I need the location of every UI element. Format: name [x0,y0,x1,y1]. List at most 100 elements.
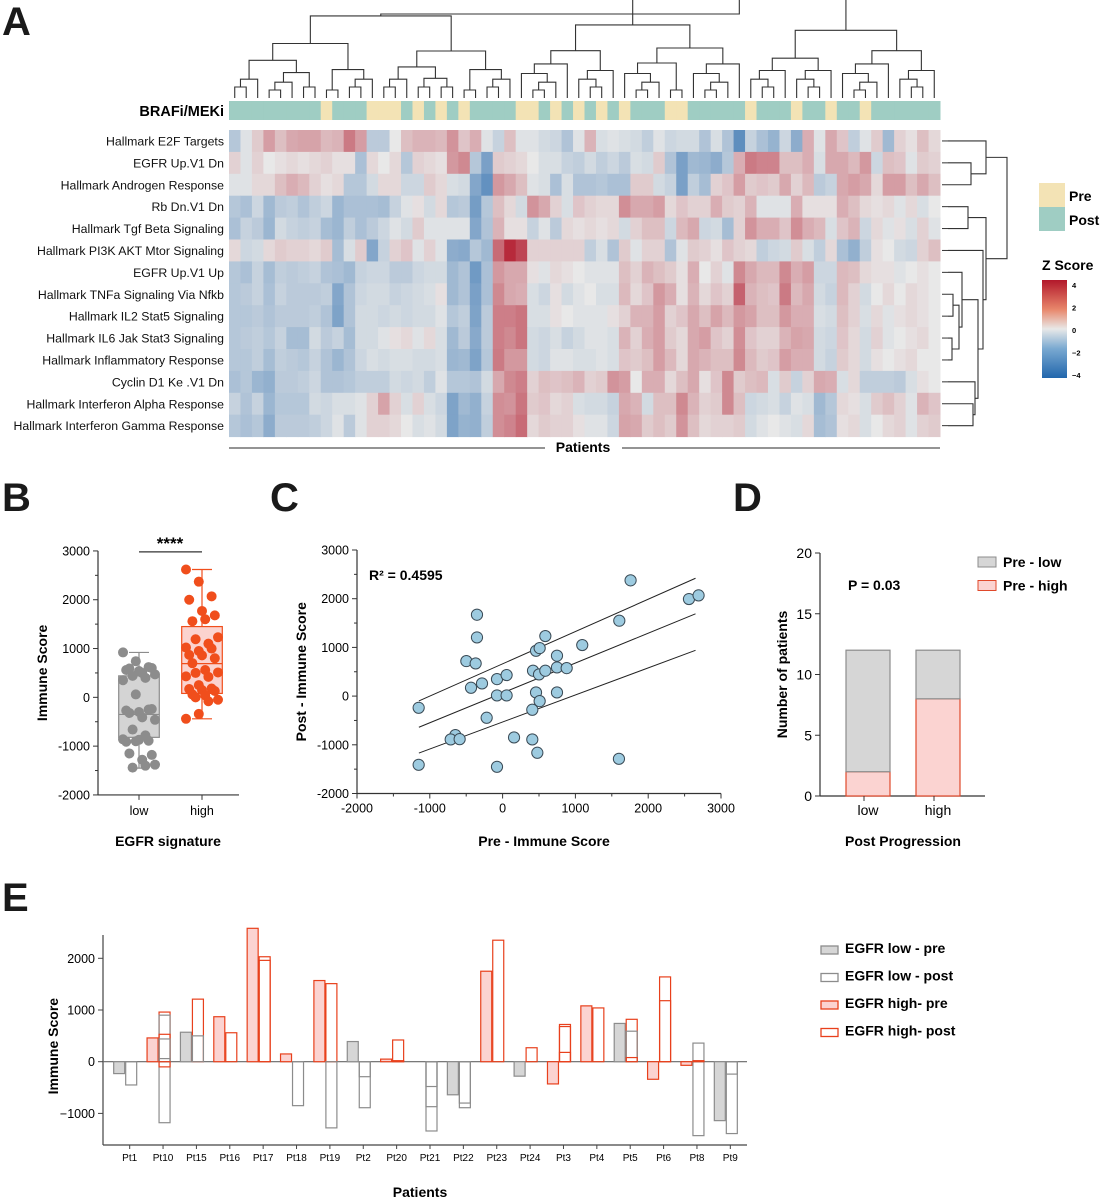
ci-upper-line [418,577,696,702]
dendrogram-branch [656,47,724,64]
heatmap-cell [274,239,287,262]
heatmap-cell [894,283,907,306]
heatmap-cell [481,305,494,328]
heatmap-cell [584,217,597,240]
heatmap-cell [779,130,792,153]
heatmap-cell [871,392,884,416]
heatmap-cell [722,173,735,197]
data-point [197,650,207,661]
heatmap-cell [664,195,677,219]
bar-pre-low [113,1061,126,1075]
heatmap-cell [389,349,402,372]
heatmap-cell [527,370,540,394]
heatmap-cell [504,392,517,416]
heatmap-cell [825,349,838,372]
heatmap-cell [240,239,253,262]
x-tick-label: Pt3 [556,1153,571,1164]
heatmap-cell [917,414,930,438]
x-tick-label: Pt9 [723,1153,738,1164]
heatmap-cell [423,349,436,372]
heatmap-cell [825,130,838,153]
heatmap-cell [573,130,585,153]
heatmap-cell [320,239,333,262]
heatmap-cell [274,414,287,438]
ci-lower-line [418,649,696,754]
heatmap-cell [653,305,666,328]
heatmap-cell [263,414,276,438]
heatmap-cell [573,327,585,350]
heatmap-cell [745,130,758,153]
data-point [118,675,128,686]
heatmap-cell [343,217,356,240]
x-tick-label: Pt22 [453,1153,474,1164]
heatmap-cell [790,414,803,438]
scatter-point [576,638,589,652]
heatmap-cell [928,261,941,284]
heatmap-cell [263,217,276,240]
heatmap-cell [641,370,654,394]
row-dendrogram [948,140,1008,427]
heatmap-cell [699,414,712,438]
heatmap-cell [607,414,620,438]
dendrogram-branch [636,62,677,90]
heatmap-cell [309,173,322,197]
dendrogram-branch [804,69,832,98]
heatmap-cell [882,283,895,306]
heatmap-cell [504,195,517,219]
heatmap-cell [825,283,838,306]
heatmap-row-label: Hallmark Inflammatory Response [42,353,224,367]
heatmap-cell [481,217,494,240]
heatmap-cell [240,173,253,197]
heatmap-cell [263,239,276,262]
heatmap-cell [446,305,459,328]
heatmap-cell [767,414,780,438]
heatmap-row-label: Hallmark TNFa Signaling Via Nfkb [38,288,224,302]
heatmap-cell [710,173,723,197]
heatmap-cell [286,392,299,416]
scatter-point [500,668,513,682]
heatmap-cell [573,173,585,197]
data-point [146,704,157,715]
annotation-cell [676,101,689,120]
heatmap-cell [722,305,735,328]
heatmap-cell [355,239,368,262]
heatmap-cell [355,151,368,175]
heatmap-cell [481,414,494,438]
y-tick-label: 1000 [62,642,90,656]
legend-label: EGFR high- post [845,1023,956,1039]
heatmap-cell [538,130,551,153]
heatmap-cell [366,195,379,219]
dendrogram-branch [624,72,651,98]
heatmap-cell [584,305,597,328]
heatmap-row-label: EGFR Up.V1 Up [133,266,224,280]
heatmap-cell [676,261,689,284]
heatmap-cell [561,283,574,306]
heatmap-cell [630,392,643,416]
heatmap-cell [229,261,241,284]
bar-post-high [225,1032,238,1063]
heatmap-cell [309,217,322,240]
heatmap-cell [286,327,299,350]
heatmap-cell [492,195,505,219]
heatmap-cell [297,217,310,240]
heatmap-cell [458,283,471,306]
heatmap-cell [229,173,241,197]
annotation-cell [286,101,299,120]
heatmap-cell [699,392,712,416]
heatmap-cell [630,173,643,197]
heatmap-cell [859,327,872,350]
heatmap-cell [412,173,425,197]
y-tick-label: 2000 [321,592,349,606]
data-point [190,634,201,645]
heatmap-cell [297,173,310,197]
annotation-cell [641,101,654,120]
annotation-cell [332,101,345,120]
heatmap-cell [240,195,253,219]
heatmap-cell [446,130,459,153]
heatmap-cell [641,283,654,306]
heatmap-cell [653,239,666,262]
bar-post-low [692,1042,705,1063]
heatmap-cell [561,239,574,262]
scatter-point [500,689,513,702]
heatmap-cell [882,327,895,350]
